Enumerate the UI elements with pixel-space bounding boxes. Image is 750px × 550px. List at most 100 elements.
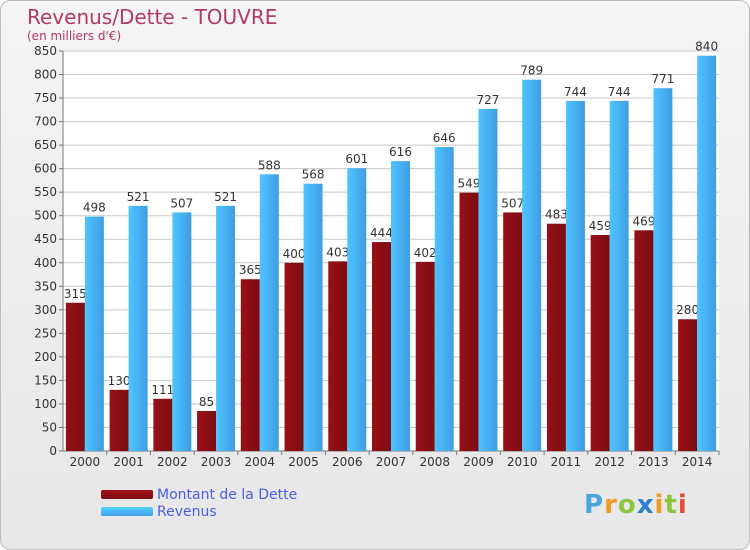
logo-letter: i — [654, 490, 665, 520]
data-label-revenus: 507 — [170, 196, 193, 210]
bar-revenus — [478, 108, 498, 451]
y-tick-label: 400 — [34, 256, 57, 270]
bar-revenus — [172, 212, 192, 451]
x-tick-label: 2000 — [70, 455, 101, 469]
bar-revenus — [653, 88, 673, 452]
logo-letter: r — [604, 490, 618, 520]
x-tick-label: 2003 — [201, 455, 232, 469]
bar-dette — [372, 242, 391, 451]
y-tick-label: 800 — [34, 68, 57, 82]
data-label-revenus: 521 — [214, 190, 237, 204]
y-tick-label: 150 — [34, 373, 57, 387]
data-label-revenus: 771 — [651, 72, 674, 86]
x-tick-label: 2009 — [463, 455, 494, 469]
logo-letter: t — [664, 490, 678, 520]
x-tick-label: 2014 — [682, 455, 713, 469]
x-tick-label: 2013 — [638, 455, 669, 469]
chart-title: Revenus/Dette - TOUVRE — [27, 5, 278, 29]
data-label-dette: 85 — [199, 395, 214, 409]
bar-revenus — [565, 100, 585, 451]
x-tick-label: 2001 — [113, 455, 144, 469]
data-label-revenus: 840 — [695, 40, 718, 54]
data-label-dette: 469 — [632, 214, 655, 228]
data-label-revenus: 646 — [433, 131, 456, 145]
y-tick-label: 750 — [34, 91, 57, 105]
data-label-dette: 315 — [64, 287, 87, 301]
data-label-dette: 130 — [108, 374, 131, 388]
legend-label-revenus: Revenus — [157, 504, 217, 520]
x-tick-label: 2010 — [507, 455, 538, 469]
bar-revenus — [609, 100, 629, 451]
bar-dette — [328, 261, 348, 451]
bar-revenus — [522, 79, 542, 452]
data-label-dette: 280 — [676, 303, 699, 317]
bar-chart: 0 50 100 150 200 250 300 350 400 450 500 550 600 650 7… — [34, 40, 720, 469]
bar-dette — [590, 235, 610, 451]
y-tick-label: 250 — [34, 326, 57, 340]
data-label-revenus: 601 — [345, 152, 368, 166]
x-tick-label: 2004 — [245, 455, 276, 469]
y-tick-label: 450 — [34, 232, 57, 246]
legend-swatch-dette — [101, 490, 153, 499]
data-label-revenus: 498 — [83, 201, 106, 215]
bar-dette — [459, 192, 479, 451]
y-tick-label: 650 — [34, 138, 57, 152]
bar-revenus — [434, 147, 454, 451]
data-label-dette: 549 — [458, 177, 481, 191]
bar-dette — [197, 411, 217, 451]
bar-dette — [109, 389, 129, 451]
x-tick-label: 2006 — [332, 455, 363, 469]
data-label-dette: 400 — [283, 247, 306, 261]
bar-dette — [678, 319, 698, 451]
bar-dette — [153, 398, 173, 451]
logo-letter: P — [584, 490, 605, 520]
data-label-dette: 459 — [589, 219, 612, 233]
y-tick-label: 600 — [34, 162, 57, 176]
x-tick-label: 2011 — [551, 455, 582, 469]
bar-revenus — [347, 168, 367, 452]
x-tick-label: 2002 — [157, 455, 188, 469]
data-label-revenus: 727 — [477, 93, 500, 107]
y-tick-label: 700 — [34, 115, 57, 129]
bar-revenus — [216, 205, 236, 451]
y-tick-label: 0 — [49, 444, 57, 458]
bar-revenus — [303, 183, 323, 452]
y-tick-label: 550 — [34, 185, 57, 199]
x-tick-label: 2008 — [419, 455, 450, 469]
x-tick-label: 2005 — [288, 455, 319, 469]
data-label-dette: 444 — [370, 226, 393, 240]
proxiti-logo: Proxiti — [584, 490, 688, 520]
data-label-dette: 507 — [501, 196, 524, 210]
legend-swatch-revenus — [101, 507, 153, 516]
bar-dette — [415, 261, 435, 451]
data-label-dette: 402 — [414, 246, 437, 260]
y-tick-label: 100 — [34, 397, 57, 411]
data-label-dette: 403 — [326, 245, 349, 259]
data-label-revenus: 521 — [127, 190, 150, 204]
bar-dette — [240, 279, 260, 451]
bar-revenus — [128, 205, 148, 451]
chart-subtitle: (en milliers d'€) — [27, 29, 122, 43]
bar-revenus — [697, 55, 717, 452]
data-label-revenus: 588 — [258, 158, 281, 172]
logo-letter: o — [617, 490, 637, 520]
data-label-revenus: 616 — [389, 145, 412, 159]
data-label-dette: 483 — [545, 208, 568, 222]
data-label-dette: 111 — [151, 383, 174, 397]
data-label-revenus: 744 — [608, 85, 631, 99]
data-label-revenus: 789 — [520, 64, 543, 78]
logo-letter: x — [636, 490, 655, 520]
data-label-revenus: 568 — [302, 168, 325, 182]
bar-dette — [634, 230, 654, 451]
bar-revenus — [259, 174, 279, 451]
bar-dette — [65, 302, 85, 451]
bar-dette — [546, 223, 566, 451]
y-tick-label: 200 — [34, 350, 57, 364]
bar-revenus — [84, 216, 104, 451]
data-label-revenus: 744 — [564, 85, 587, 99]
y-tick-label: 850 — [34, 44, 57, 58]
y-tick-label: 350 — [34, 279, 57, 293]
bar-revenus — [391, 161, 410, 451]
bar-dette — [503, 212, 523, 451]
